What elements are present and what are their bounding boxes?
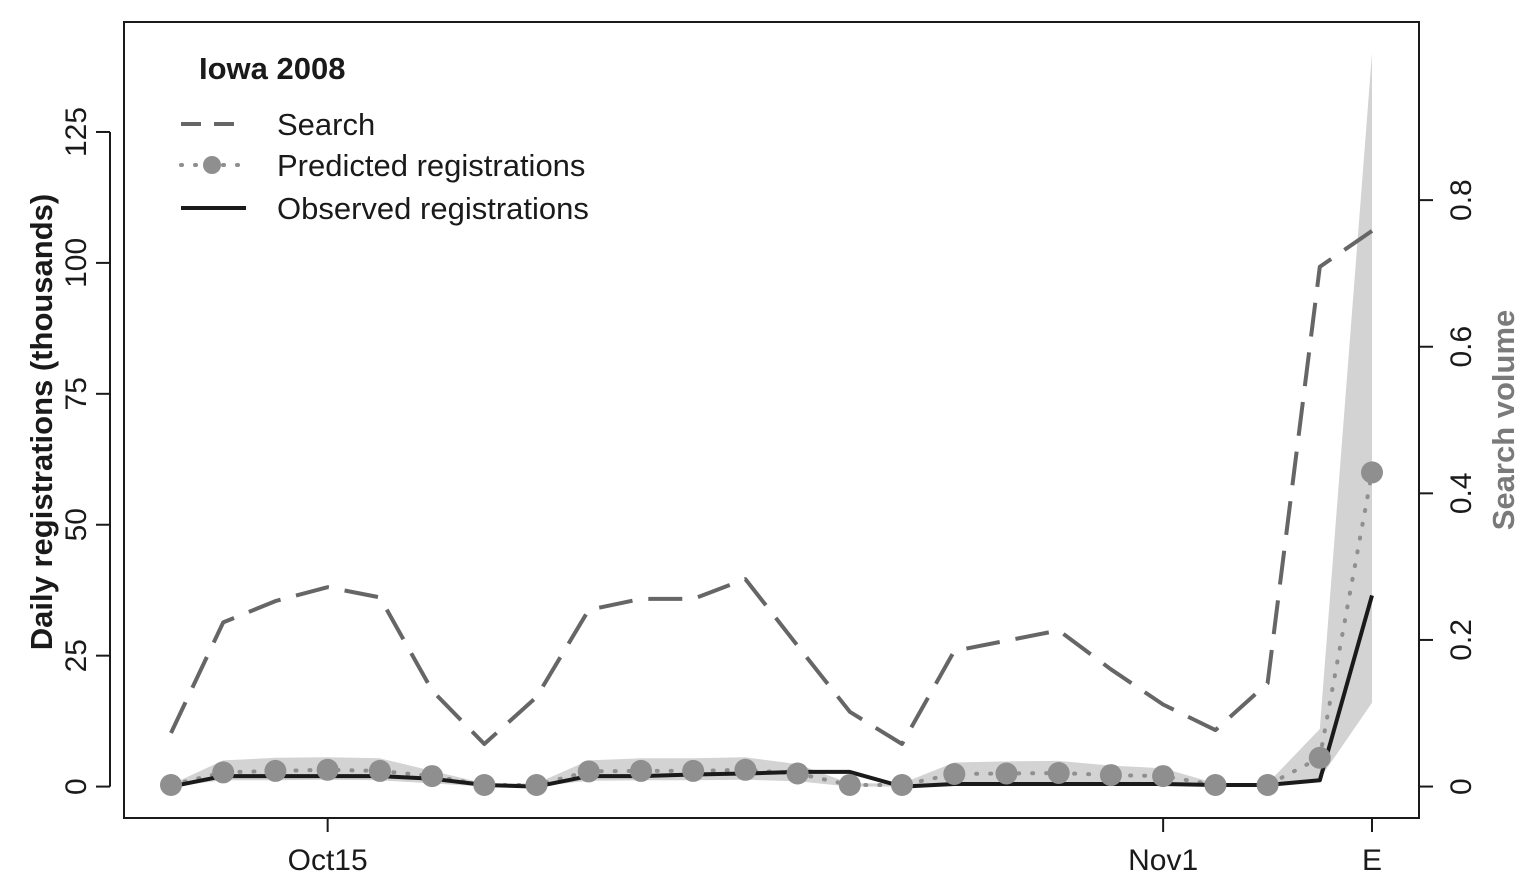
predicted-point bbox=[943, 763, 966, 785]
legend-observed-label: Observed registrations bbox=[277, 191, 589, 226]
predicted-point bbox=[630, 759, 652, 782]
predicted-point bbox=[1308, 746, 1331, 769]
y-right-tick-label: 0.6 bbox=[1445, 326, 1478, 368]
y-right-tick-label: 0 bbox=[1445, 778, 1478, 795]
y-left-tick-label: 100 bbox=[60, 238, 93, 288]
predicted-point bbox=[421, 765, 444, 788]
legend-predicted-label: Predicted registrations bbox=[277, 148, 585, 183]
x-tick-label: Oct15 bbox=[288, 844, 368, 877]
series-layer bbox=[169, 229, 1374, 789]
predicted-point bbox=[682, 759, 705, 782]
y-right-tick-label: 0.2 bbox=[1445, 619, 1478, 661]
predicted-point bbox=[577, 760, 600, 783]
predicted-point bbox=[1152, 765, 1175, 788]
y-left-tick-label: 50 bbox=[60, 508, 93, 541]
predicted-point bbox=[786, 762, 809, 785]
predicted-point bbox=[264, 759, 287, 782]
y-axis-left-title: Daily registrations (thousands) bbox=[24, 194, 59, 650]
axes-layer: Oct15 Nov1 E 0 25 50 75 100 125 0 0.2 0.4 0.6 0.8 bbox=[60, 107, 1478, 877]
legend: Iowa 2008 Search Predicted registrations… bbox=[179, 51, 589, 226]
predicted-point bbox=[1099, 764, 1122, 787]
y-right-tick-label: 0.4 bbox=[1445, 472, 1478, 514]
predicted-point bbox=[1361, 461, 1383, 484]
legend-search-label: Search bbox=[277, 107, 375, 142]
predicted-point bbox=[891, 774, 913, 796]
y-left-tick-label: 125 bbox=[60, 107, 93, 157]
legend-title: Iowa 2008 bbox=[199, 51, 345, 86]
predicted-point bbox=[734, 758, 757, 781]
predicted-point bbox=[1256, 774, 1279, 796]
predicted-point bbox=[1047, 762, 1070, 784]
predicted-point bbox=[525, 774, 548, 796]
y-left-tick-label: 0 bbox=[60, 778, 93, 795]
series-line-search bbox=[169, 229, 1374, 746]
predicted-point bbox=[316, 758, 339, 781]
predicted-point bbox=[995, 762, 1018, 785]
x-tick-label: Nov1 bbox=[1128, 844, 1198, 877]
y-left-tick-label: 25 bbox=[60, 639, 93, 672]
x-tick-label: E bbox=[1362, 844, 1382, 877]
y-left-tick-label: 75 bbox=[60, 377, 93, 410]
legend-predicted-point bbox=[203, 156, 221, 174]
predicted-point bbox=[160, 774, 182, 796]
y-right-tick-label: 0.8 bbox=[1445, 179, 1478, 221]
predicted-point bbox=[368, 759, 391, 782]
predicted-points-layer bbox=[160, 461, 1383, 796]
predicted-point bbox=[1204, 774, 1227, 796]
series-line-predicted-registrations bbox=[169, 470, 1374, 787]
predicted-point bbox=[473, 774, 496, 796]
predicted-point bbox=[838, 774, 861, 796]
predicted-point bbox=[212, 761, 235, 784]
y-axis-right-title: Search volume bbox=[1486, 310, 1521, 531]
